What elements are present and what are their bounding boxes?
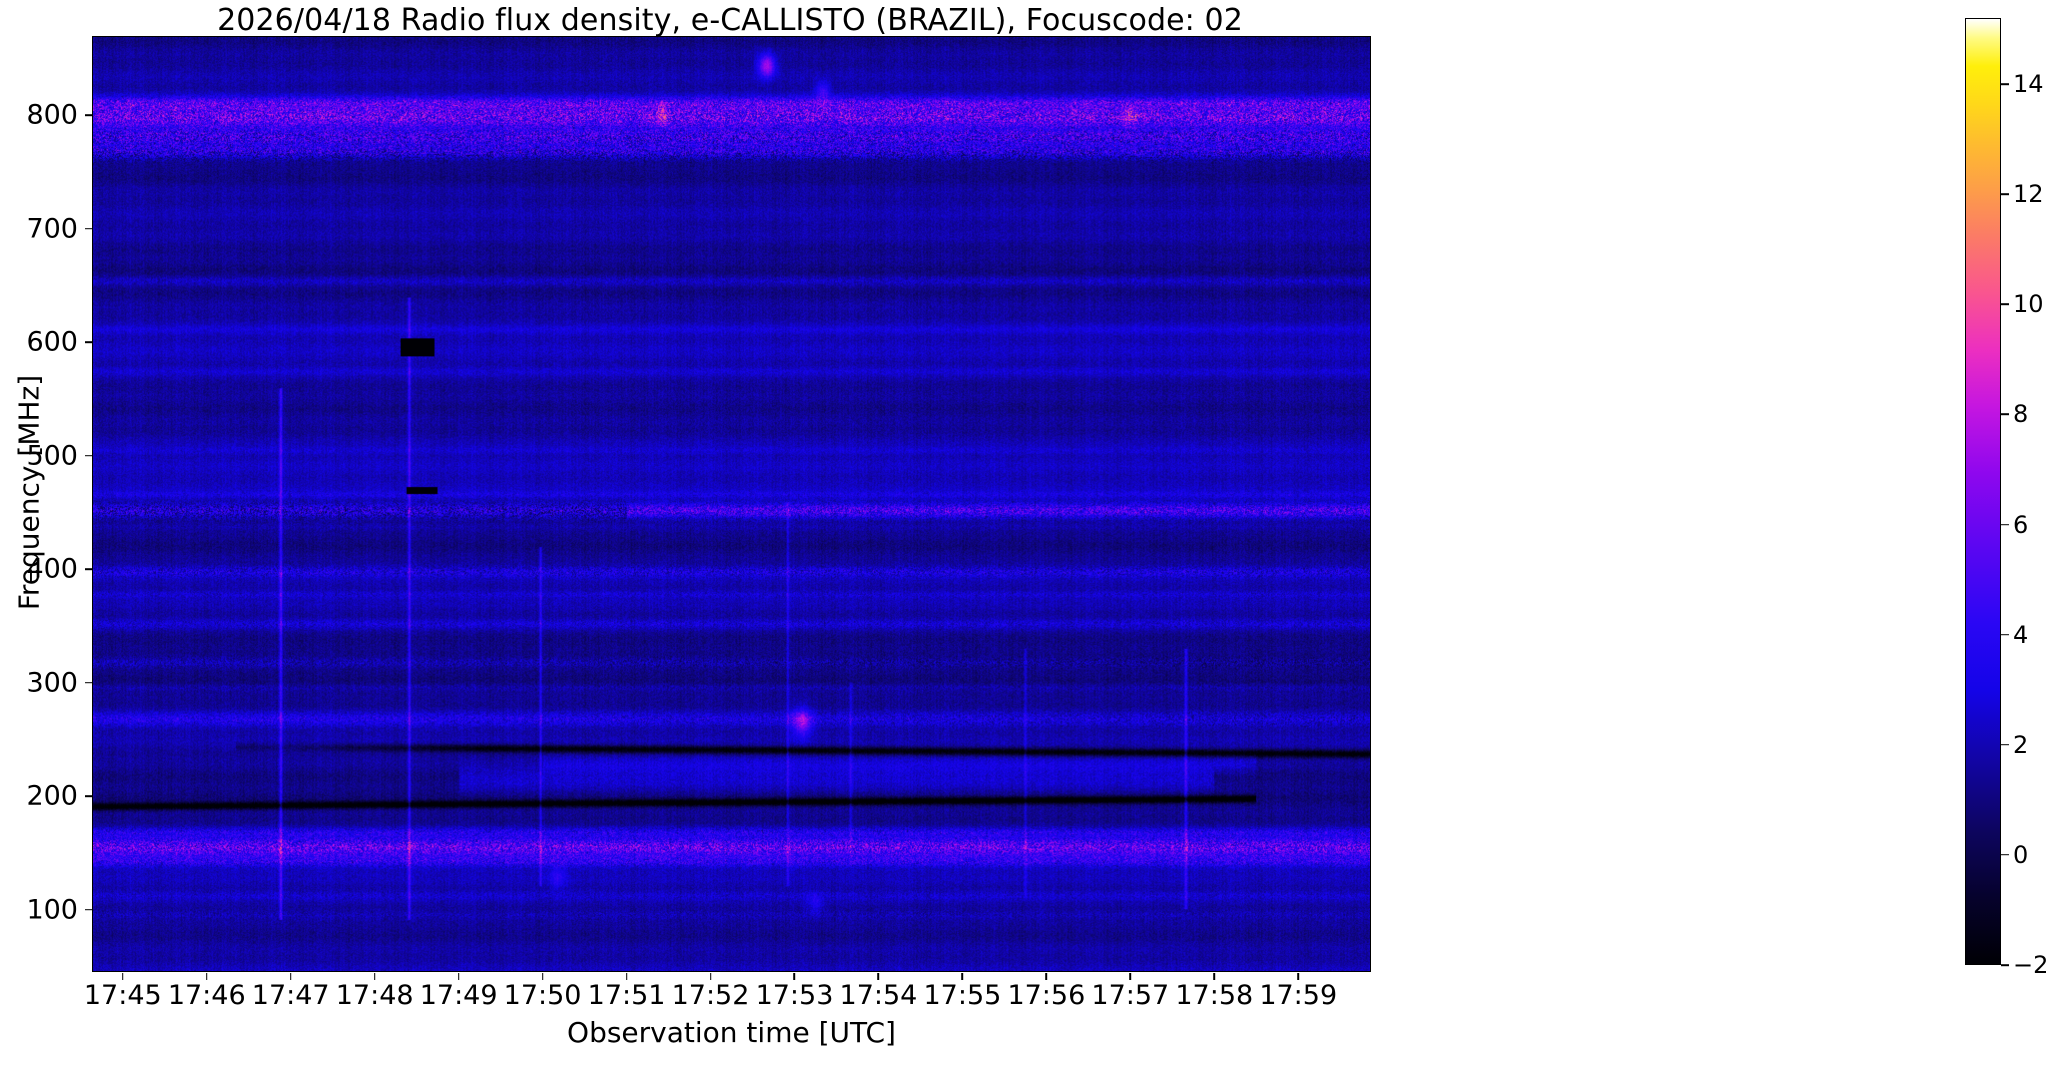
y-tick-label-200: 200 — [26, 780, 78, 812]
colorbar-tick-mark — [2001, 303, 2009, 306]
x-tick-mark — [1129, 973, 1132, 980]
colorbar-tick-mark — [2001, 523, 2009, 526]
y-tick-label-400: 400 — [26, 553, 78, 585]
x-tick-label-17-47: 17:47 — [251, 980, 330, 1011]
y-tick-mark — [85, 114, 92, 117]
spectrogram-plot-area[interactable] — [92, 36, 1371, 972]
colorbar-tick-label-8: 8 — [2013, 400, 2029, 429]
y-tick-label-800: 800 — [26, 99, 78, 131]
x-tick-label-17-48: 17:48 — [335, 980, 414, 1011]
colorbar-tick-mark — [2001, 854, 2009, 856]
x-tick-label-17-50: 17:50 — [503, 980, 582, 1011]
colorbar-tick-label-14: 14 — [2013, 70, 2044, 99]
colorbar-tick-mark — [2001, 413, 2009, 416]
x-tick-label-17-49: 17:49 — [419, 980, 498, 1011]
x-axis-label: Observation time [UTC] — [567, 1016, 896, 1049]
chart-title: 2026/04/18 Radio flux density, e-CALLIST… — [217, 3, 1243, 38]
colorbar-gradient[interactable] — [1965, 18, 2001, 965]
x-tick-mark — [541, 973, 544, 980]
x-tick-label-17-57: 17:57 — [1091, 980, 1170, 1011]
y-tick-label-500: 500 — [26, 440, 78, 472]
x-tick-mark — [121, 973, 124, 980]
x-tick-label-17-56: 17:56 — [1007, 980, 1086, 1011]
x-tick-mark — [1213, 973, 1216, 980]
colorbar-tick-mark — [2001, 633, 2009, 636]
colorbar-tick-label-minus2: −2 — [2013, 951, 2049, 979]
x-tick-label-17-52: 17:52 — [671, 980, 750, 1011]
x-tick-mark — [457, 973, 460, 980]
y-tick-label-600: 600 — [26, 326, 78, 358]
x-tick-label-17-59: 17:59 — [1259, 980, 1338, 1011]
spectrogram-image — [93, 37, 1370, 971]
x-tick-mark — [709, 973, 712, 980]
x-tick-label-17-45: 17:45 — [83, 980, 162, 1011]
x-tick-mark — [793, 973, 796, 980]
x-tick-mark — [625, 973, 628, 980]
y-tick-mark — [85, 908, 92, 911]
colorbar-tick-mark — [2001, 964, 2009, 966]
x-tick-label-17-54: 17:54 — [839, 980, 918, 1011]
y-tick-mark — [85, 454, 92, 457]
colorbar-tick-mark — [2001, 83, 2009, 85]
y-tick-mark — [85, 568, 92, 571]
colorbar-tick-label-2: 2 — [2013, 730, 2029, 759]
x-tick-label-17-51: 17:51 — [587, 980, 666, 1011]
y-tick-label-100: 100 — [26, 894, 78, 926]
y-tick-mark — [85, 228, 92, 230]
y-tick-mark — [85, 341, 92, 344]
x-tick-mark — [1045, 973, 1048, 980]
x-tick-mark — [289, 973, 292, 980]
x-tick-label-17-58: 17:58 — [1175, 980, 1254, 1011]
colorbar-tick-label-12: 12 — [2013, 180, 2044, 209]
y-tick-mark — [85, 681, 92, 684]
colorbar-tick-mark — [2001, 193, 2009, 195]
y-axis-label: Frequency [MHz] — [12, 374, 46, 611]
y-tick-label-300: 300 — [26, 667, 78, 699]
colorbar-tick-label-4: 4 — [2013, 620, 2029, 649]
colorbar-tick-label-6: 6 — [2013, 510, 2029, 539]
colorbar-tick-label-10: 10 — [2013, 290, 2044, 319]
y-tick-label-700: 700 — [26, 213, 78, 245]
x-tick-mark — [205, 973, 208, 980]
colorbar-tick-label-0: 0 — [2013, 840, 2029, 869]
x-tick-label-17-55: 17:55 — [923, 980, 1002, 1011]
x-tick-mark — [877, 973, 880, 980]
y-tick-mark — [85, 795, 92, 797]
x-tick-mark — [373, 973, 376, 980]
x-tick-label-17-53: 17:53 — [755, 980, 834, 1011]
colorbar-tick-mark — [2001, 743, 2009, 746]
x-tick-mark — [1297, 973, 1300, 980]
x-tick-mark — [961, 973, 964, 980]
x-tick-label-17-46: 17:46 — [167, 980, 246, 1011]
